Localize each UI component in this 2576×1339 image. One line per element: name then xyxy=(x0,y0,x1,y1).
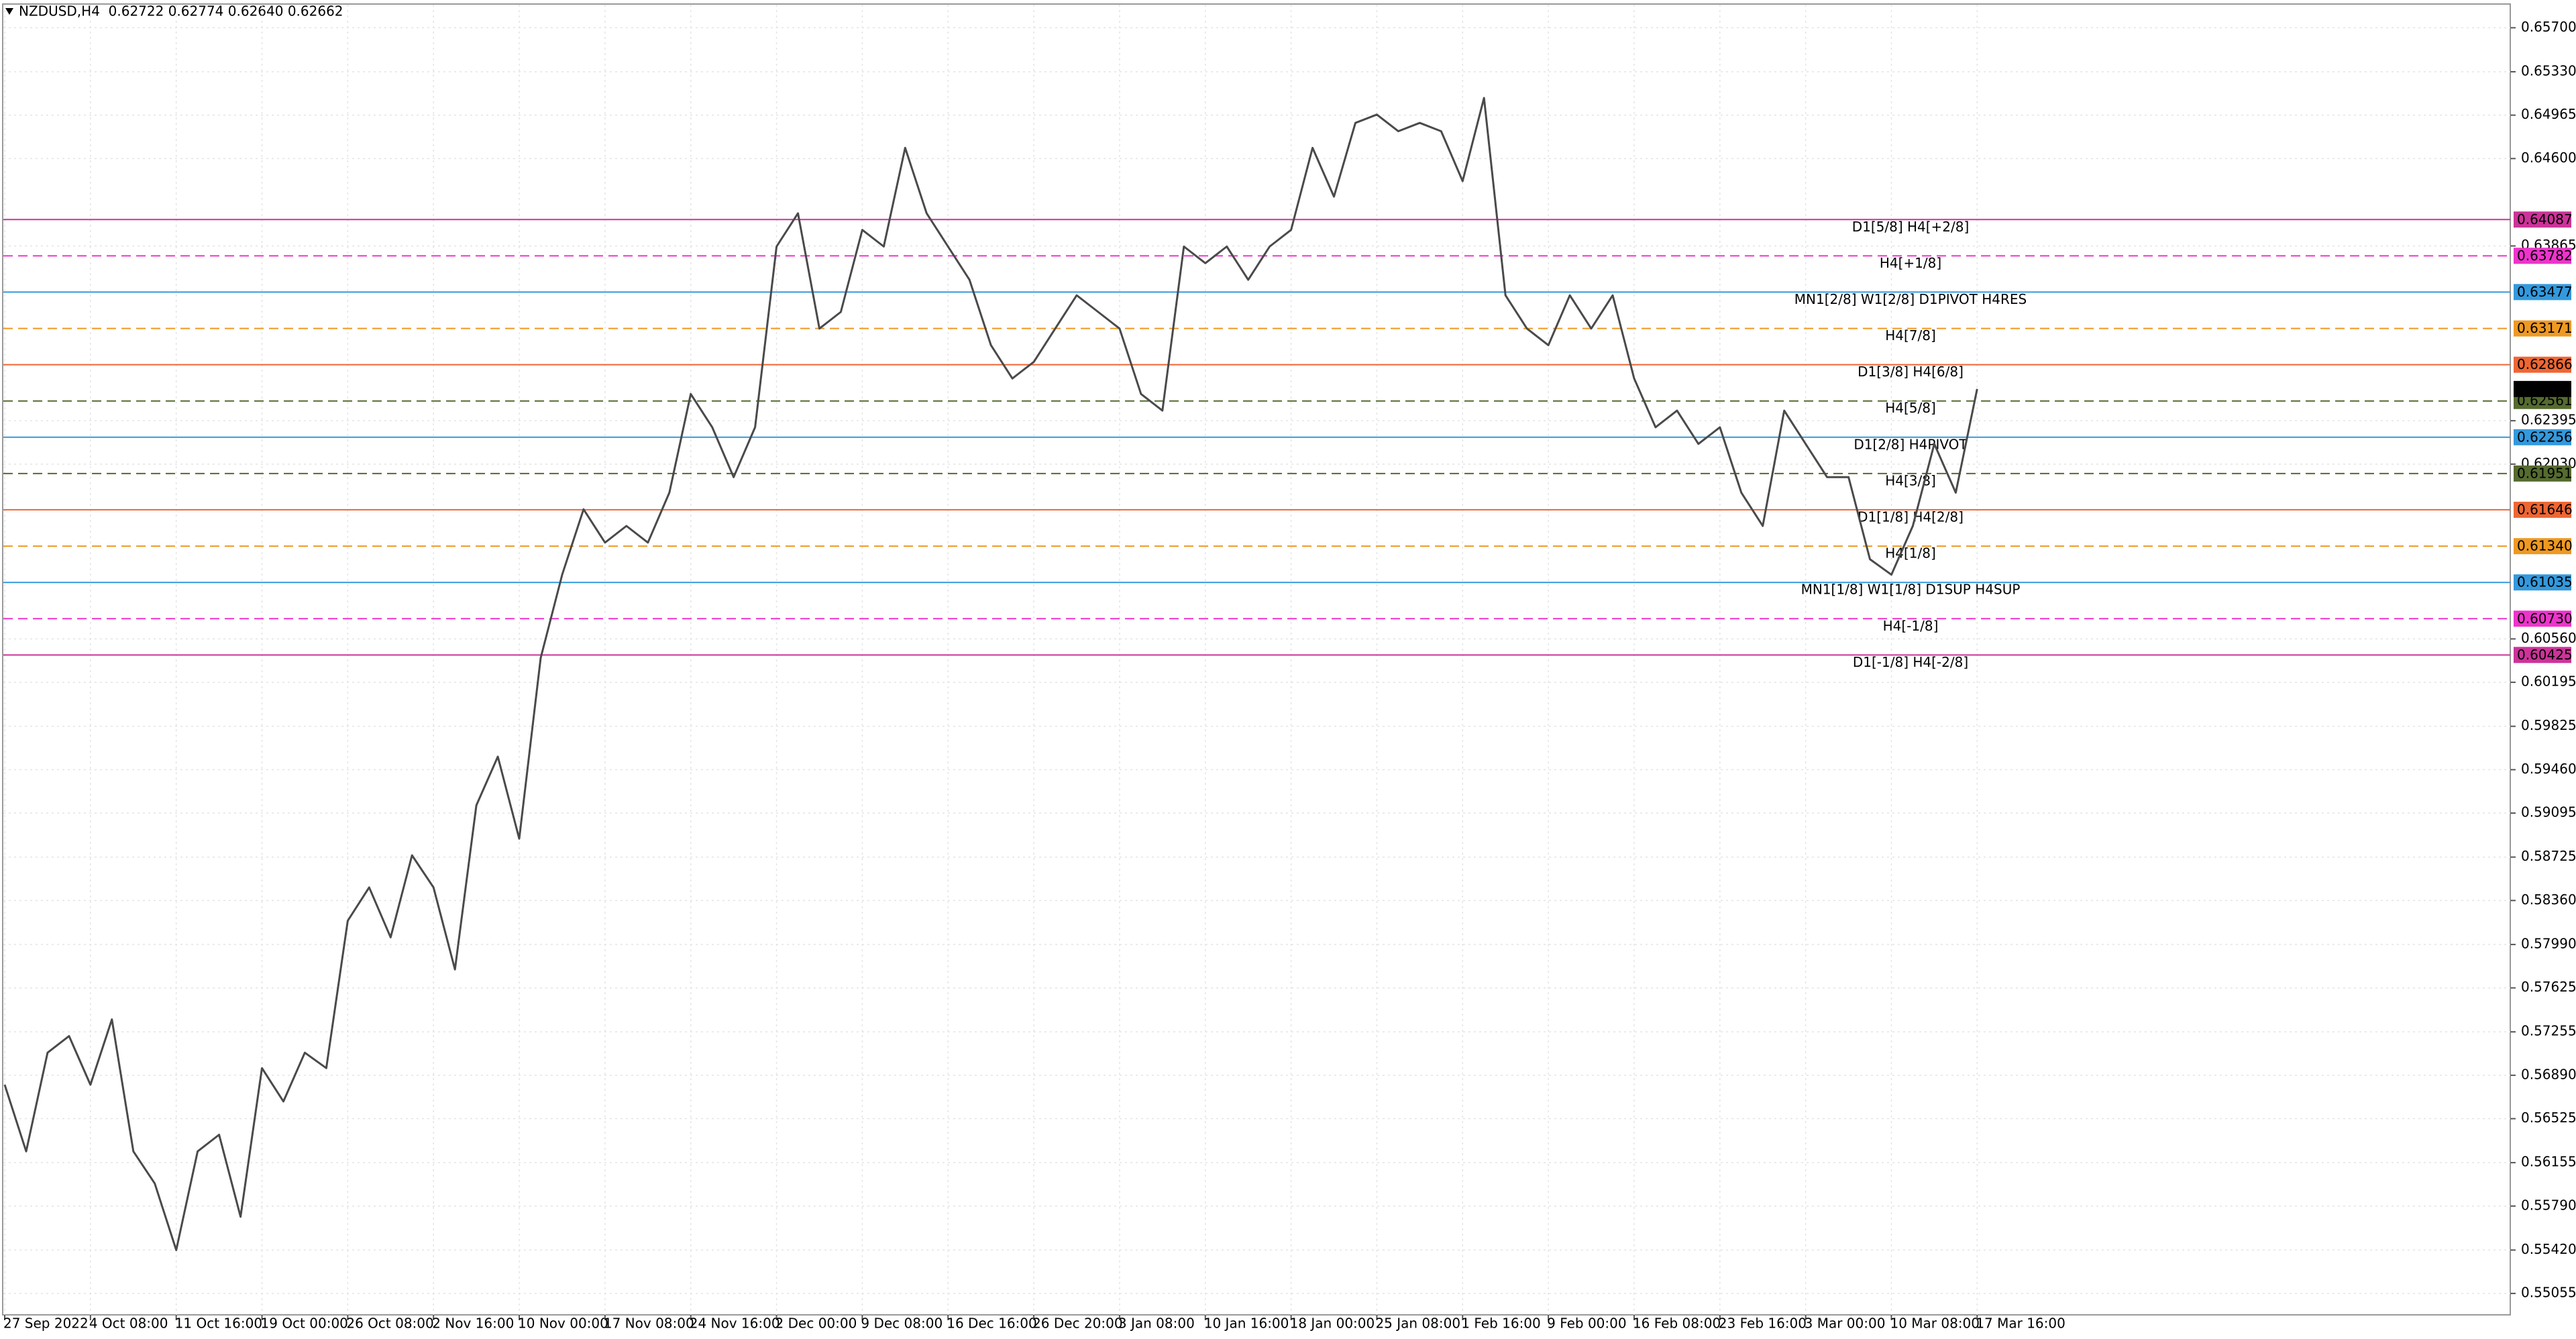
level-price-label: 0.61646 xyxy=(2517,501,2573,517)
x-tick-label: 10 Jan 16:00 xyxy=(1204,1316,1289,1332)
x-tick-label: 9 Dec 08:00 xyxy=(861,1316,943,1332)
level-price-box xyxy=(2514,501,2571,518)
level-price-label: 0.64087 xyxy=(2517,211,2573,227)
level-price-label: 0.63782 xyxy=(2517,248,2573,264)
y-tick-label: 0.57255 xyxy=(2521,1023,2576,1039)
level-price-box xyxy=(2514,320,2571,337)
level-price-box xyxy=(2514,429,2571,445)
level-label: D1[1/8] H4[2/8] xyxy=(1858,508,1964,525)
price-line xyxy=(3,97,1978,1251)
y-tick-label: 0.57990 xyxy=(2521,935,2576,951)
x-tick-label: 10 Mar 08:00 xyxy=(1890,1316,1980,1332)
x-tick-label: 25 Jan 08:00 xyxy=(1375,1316,1460,1332)
symbol-menu-icon[interactable] xyxy=(5,8,13,15)
x-tick-label: 2 Nov 16:00 xyxy=(432,1316,514,1332)
level-label: H4[7/8] xyxy=(1885,327,1936,343)
level-price-label: 0.61951 xyxy=(2517,465,2573,481)
level-label: H4[-1/8] xyxy=(1883,618,1939,634)
x-tick-label: 26 Dec 20:00 xyxy=(1032,1316,1123,1332)
level-price-box xyxy=(2514,574,2571,591)
y-tick-label: 0.56525 xyxy=(2521,1110,2576,1126)
current-price-box xyxy=(2514,380,2571,397)
level-price-box xyxy=(2514,284,2571,301)
level-price-box xyxy=(2514,356,2571,373)
x-tick-label: 16 Feb 08:00 xyxy=(1633,1316,1721,1332)
level-label: D1[3/8] H4[6/8] xyxy=(1858,364,1964,380)
y-tick-label: 0.60195 xyxy=(2521,674,2576,690)
y-tick-label: 0.59825 xyxy=(2521,717,2576,733)
y-tick-label: 0.64965 xyxy=(2521,106,2576,122)
x-tick-label: 24 Nov 16:00 xyxy=(690,1316,780,1332)
y-tick-label: 0.65700 xyxy=(2521,19,2576,35)
y-tick-label: 0.59095 xyxy=(2521,804,2576,820)
level-price-label: 0.61035 xyxy=(2517,574,2573,590)
level-price-box xyxy=(2514,248,2571,264)
y-tick-label: 0.62395 xyxy=(2521,412,2576,428)
x-tick-label: 2 Dec 00:00 xyxy=(775,1316,857,1332)
level-price-label: 0.62256 xyxy=(2517,429,2573,445)
y-tick-label: 0.55055 xyxy=(2521,1285,2576,1301)
y-tick-label: 0.58360 xyxy=(2521,892,2576,908)
x-tick-label: 3 Mar 00:00 xyxy=(1805,1316,1886,1332)
y-tick-label: 0.59460 xyxy=(2521,761,2576,777)
level-price-label: 0.62866 xyxy=(2517,356,2573,372)
level-label: MN1[2/8] W1[2/8] D1PIVOT H4RES xyxy=(1794,291,2027,307)
y-tick-label: 0.65330 xyxy=(2521,62,2576,78)
x-tick-label: 16 Dec 16:00 xyxy=(947,1316,1037,1332)
y-tick-label: 0.64600 xyxy=(2521,150,2576,166)
y-tick-label: 0.57625 xyxy=(2521,979,2576,995)
y-tick-label: 0.56890 xyxy=(2521,1066,2576,1082)
level-price-label: 0.60425 xyxy=(2517,647,2573,663)
plot-frame xyxy=(2,3,2511,1316)
chart-title: NZDUSD,H4 0.62722 0.62774 0.62640 0.6266… xyxy=(19,3,343,19)
level-label: D1[5/8] H4[+2/8] xyxy=(1852,219,1970,235)
x-tick-label: 1 Feb 16:00 xyxy=(1461,1316,1541,1332)
x-tick-label: 17 Mar 16:00 xyxy=(1976,1316,2065,1332)
x-tick-label: 19 Oct 00:00 xyxy=(261,1316,348,1332)
x-tick-label: 27 Sep 2022 xyxy=(3,1316,89,1332)
x-tick-label: 4 Oct 08:00 xyxy=(89,1316,168,1332)
level-price-box xyxy=(2514,538,2571,555)
level-label: MN1[1/8] W1[1/8] D1SUP H4SUP xyxy=(1801,582,2021,598)
level-price-box xyxy=(2514,465,2571,482)
level-price-box xyxy=(2514,211,2571,228)
level-price-box xyxy=(2514,647,2571,663)
level-price-label: 0.63477 xyxy=(2517,284,2573,300)
level-label: H4[1/8] xyxy=(1885,545,1936,561)
y-tick-label: 0.58725 xyxy=(2521,848,2576,864)
x-tick-label: 17 Nov 08:00 xyxy=(604,1316,694,1332)
level-label: H4[+1/8] xyxy=(1880,255,1941,271)
x-tick-label: 23 Feb 16:00 xyxy=(1719,1316,1807,1332)
y-tick-label: 0.55790 xyxy=(2521,1197,2576,1213)
level-label: H4[3/8] xyxy=(1885,472,1936,488)
level-price-label: 0.60730 xyxy=(2517,610,2573,627)
level-label: H4[5/8] xyxy=(1885,400,1936,416)
current-price-label: 0.62662 xyxy=(2517,380,2573,396)
level-price-label: 0.61340 xyxy=(2517,538,2573,554)
x-tick-label: 3 Jan 08:00 xyxy=(1118,1316,1195,1332)
x-tick-label: 10 Nov 00:00 xyxy=(518,1316,608,1332)
y-tick-label: 0.60560 xyxy=(2521,630,2576,646)
level-label: D1[2/8] H4PIVOT xyxy=(1854,436,1968,452)
x-tick-label: 11 Oct 16:00 xyxy=(175,1316,262,1332)
y-tick-label: 0.55420 xyxy=(2521,1241,2576,1257)
level-price-label: 0.63171 xyxy=(2517,320,2573,336)
x-tick-label: 26 Oct 08:00 xyxy=(346,1316,433,1332)
level-label: D1[-1/8] H4[-2/8] xyxy=(1853,654,1968,670)
x-tick-label: 18 Jan 00:00 xyxy=(1290,1316,1375,1332)
y-tick-label: 0.56155 xyxy=(2521,1154,2576,1170)
level-price-box xyxy=(2514,610,2571,627)
x-tick-label: 9 Feb 00:00 xyxy=(1547,1316,1627,1332)
